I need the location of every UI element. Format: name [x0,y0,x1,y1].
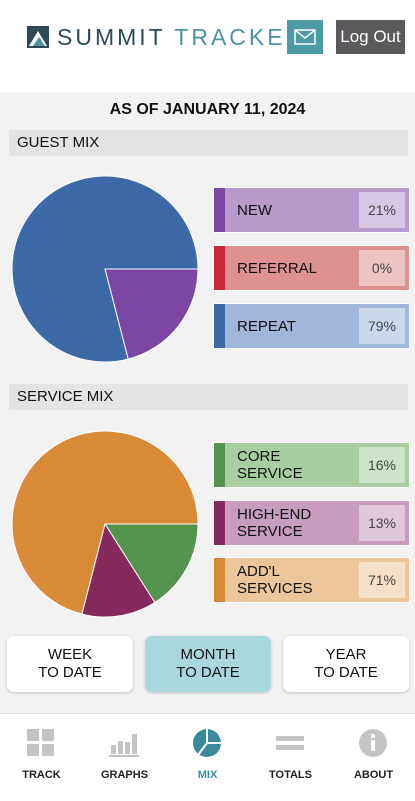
legend-label: HIGH-END SERVICE [237,506,312,540]
legend-swatch [214,188,225,232]
nav-track[interactable]: TRACK [0,714,83,801]
brand-word-summit: SUMMIT [57,24,166,50]
legend-new: NEW 21% [213,187,410,233]
pie-chart-icon [193,729,221,757]
grid-icon [27,729,54,756]
legend-label: CORE SERVICE [237,448,303,482]
week-to-date-button[interactable]: WEEK TO DATE [7,636,133,692]
logout-button[interactable]: Log Out [336,20,405,54]
legend-label: REFERRAL [237,259,318,277]
nav-label: TRACK [22,769,61,781]
bar-chart-icon [109,734,139,757]
legend-percent: 79% [359,308,405,344]
legend-percent: 0% [359,250,405,286]
legend-percent: 13% [359,505,405,541]
legend-addl-services: ADD'L SERVICES 71% [213,557,410,603]
legend-percent: 71% [359,562,405,598]
nav-about[interactable]: ABOUT [332,714,415,801]
mountain-logo-icon [27,26,49,48]
legend-swatch [214,246,225,290]
service-mix-pie-chart [11,430,199,618]
legend-label: REPEAT [237,317,296,335]
month-to-date-button[interactable]: MONTH TO DATE [145,636,271,692]
service-mix-slice-add-l-services [11,430,199,615]
info-icon [359,729,387,757]
legend-swatch [214,501,225,545]
legend-repeat: REPEAT 79% [213,303,410,349]
nav-mix[interactable]: MIX [166,714,249,801]
nav-label: ABOUT [353,769,394,781]
legend-label: NEW [237,201,272,219]
nav-graphs[interactable]: GRAPHS [83,714,166,801]
as-of-date: AS OF JANUARY 11, 2024 [109,101,306,118]
brand-word-tracker: TRACKER [174,24,306,50]
guest-mix-pie-chart [11,175,199,363]
legend-label: ADD'L SERVICES [237,563,313,597]
guest-mix-slice-new [104,268,199,360]
service-mix-slice-core-service [104,523,199,604]
year-to-date-button[interactable]: YEAR TO DATE [283,636,409,692]
service-mix-heading: SERVICE MIX [9,384,408,410]
legend-referral: REFERRAL 0% [213,245,410,291]
app-title: SUMMIT TRACKER [57,24,305,51]
legend-core-service: CORE SERVICE 16% [213,442,410,488]
legend-swatch [214,304,225,348]
legend-swatch [214,443,225,487]
mail-button[interactable] [287,20,323,54]
envelope-icon [294,29,316,45]
legend-percent: 21% [359,192,405,228]
legend-percent: 16% [359,447,405,483]
nav-label: TOTALS [269,769,312,781]
nav-label: GRAPHS [100,769,149,781]
service-mix-slice-high-end-service [81,522,156,618]
guest-mix-slice-repeat [11,175,199,363]
legend-swatch [214,558,225,602]
bottom-nav: TRACK GRAPHS MIX TOTALS ABOUT [0,713,415,801]
app-header: SUMMIT TRACKER Log Out [0,0,415,92]
legend-high-end-service: HIGH-END SERVICE 13% [213,500,410,546]
nav-totals[interactable]: TOTALS [249,714,332,801]
equals-icon [276,736,304,750]
nav-label: MIX [197,769,218,781]
guest-mix-heading: GUEST MIX [9,130,408,156]
